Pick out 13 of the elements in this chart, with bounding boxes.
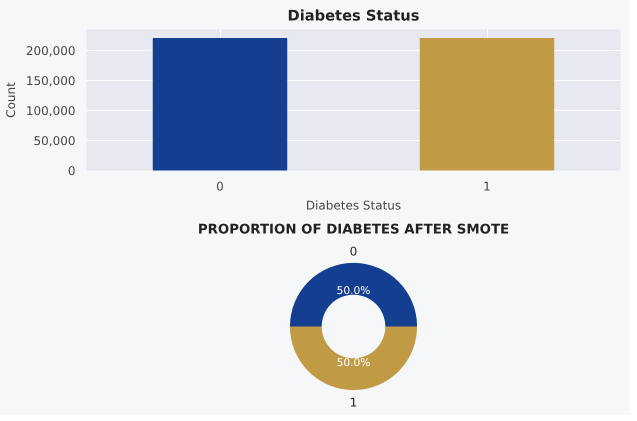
y-axis-title: Count: [4, 82, 18, 118]
y-tick-label: 200,000: [26, 44, 76, 58]
data-label: 50.0%: [336, 284, 370, 298]
y-tick-label: 50,000: [34, 134, 76, 148]
x-axis-title: Diabetes Status: [306, 198, 402, 212]
slice-label: 0: [350, 244, 358, 258]
y-tick-label: 0: [68, 164, 76, 178]
chart-title: Diabetes Status: [288, 8, 420, 24]
chart-title: PROPORTION OF DIABETES AFTER SMOTE: [198, 222, 510, 238]
data-label: 50.0%: [336, 356, 370, 369]
y-tick-label: 150,000: [26, 74, 76, 88]
slice-label: 1: [350, 396, 358, 410]
y-tick-label: 100,000: [26, 104, 76, 118]
